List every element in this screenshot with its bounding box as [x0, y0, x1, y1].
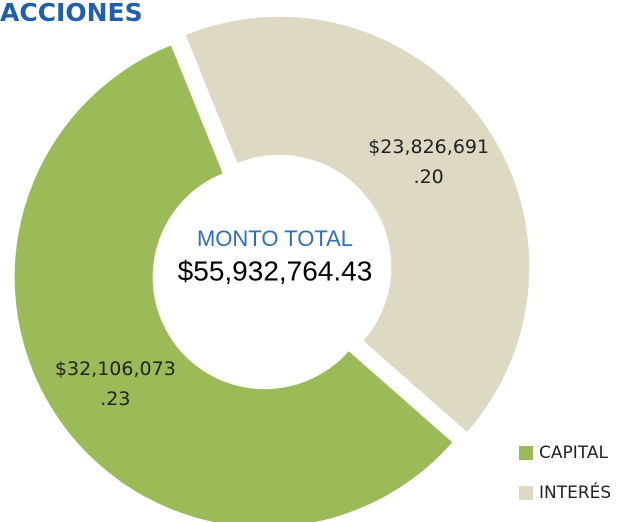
- center-value: $55,932,764.43: [178, 255, 373, 286]
- legend-swatch: [519, 486, 533, 500]
- slice: [14, 45, 453, 522]
- data-label: $23,826,691 .20: [368, 135, 489, 187]
- data-label-part: $23,826,691: [368, 135, 489, 157]
- data-label-part: $32,106,073: [55, 358, 176, 380]
- data-label-part: .23: [100, 388, 130, 410]
- data-label: $32,106,073 .23: [55, 358, 176, 410]
- slice: [185, 16, 530, 432]
- chart-title: ACCIONES: [0, 0, 143, 27]
- legend-swatch: [519, 446, 533, 460]
- legend-label: INTERÉS: [539, 481, 611, 503]
- center-title: MONTO TOTAL: [197, 226, 353, 251]
- data-label-part: .20: [414, 165, 444, 187]
- legend-label: CAPITAL: [539, 443, 608, 463]
